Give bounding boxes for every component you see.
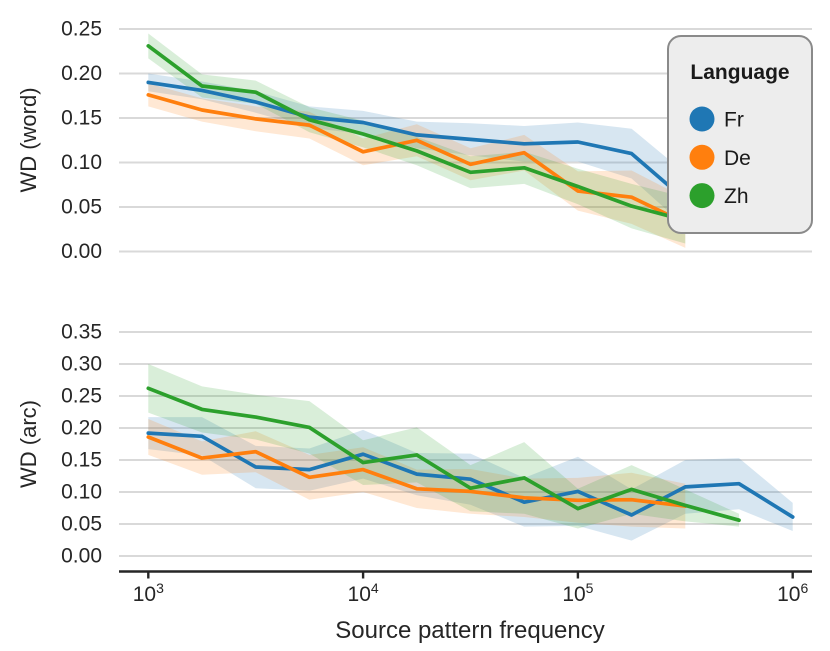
legend-title: Language — [690, 61, 789, 84]
y-tick-label: 0.05 — [61, 513, 102, 536]
confidence-band-De — [148, 83, 686, 248]
x-axis: 103 104 105 106 — [119, 570, 812, 606]
y-tick-label: 0.25 — [61, 18, 102, 41]
x-axis-label: Source pattern frequency — [335, 617, 605, 644]
y-axis-label-arc: WD (arc) — [16, 400, 41, 488]
y-axis-label-word: WD (word) — [16, 87, 41, 192]
confidence-band-Zh — [148, 364, 740, 529]
y-tick-label: 0.20 — [61, 62, 102, 85]
y-tick-label: 0.15 — [61, 107, 102, 130]
y-tick-label: 0.10 — [61, 151, 102, 174]
y-tick-label: 0.00 — [61, 545, 102, 568]
y-tick-label: 0.10 — [61, 481, 102, 504]
panel-wd-arc: 0.00 0.05 0.10 0.15 0.20 0.25 0.30 0.35 — [61, 321, 812, 568]
line-De — [146, 435, 688, 508]
legend-item-label: De — [724, 147, 751, 170]
line-Zh — [146, 386, 741, 523]
y-tick-label: 0.25 — [61, 385, 102, 408]
legend-swatch-Fr — [689, 106, 715, 132]
panel-wd-word: 0.00 0.05 0.10 0.15 0.20 0.25 — [61, 18, 812, 263]
y-tick-label: 0.00 — [61, 240, 102, 263]
line-Fr — [146, 80, 688, 202]
legend-swatch-De — [689, 144, 715, 170]
legend-item-label: Zh — [724, 185, 749, 208]
line-Fr — [146, 431, 795, 519]
y-tick-label: 0.15 — [61, 449, 102, 472]
y-tick-label: 0.35 — [61, 321, 102, 344]
line-Zh — [146, 44, 688, 223]
y-tick-label: 0.05 — [61, 196, 102, 219]
legend-swatch-Zh — [689, 183, 715, 209]
y-tick-label: 0.30 — [61, 353, 102, 376]
legend-items: Fr De Zh — [689, 106, 751, 209]
y-tick-label: 0.20 — [61, 417, 102, 440]
legend: Language Fr De Zh — [667, 35, 813, 234]
legend-item-label: Fr — [724, 109, 744, 132]
confidence-band-Fr — [148, 73, 686, 227]
